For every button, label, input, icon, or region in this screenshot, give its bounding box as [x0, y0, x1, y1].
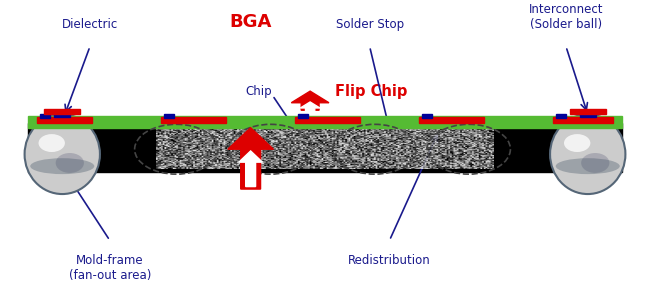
Ellipse shape: [550, 114, 625, 194]
Ellipse shape: [25, 114, 100, 194]
Bar: [44, 109, 80, 113]
Bar: [161, 117, 226, 123]
Bar: [164, 114, 174, 118]
Ellipse shape: [556, 158, 619, 174]
Text: Redistribution: Redistribution: [348, 254, 431, 267]
Text: BGA: BGA: [229, 13, 272, 31]
Bar: [295, 117, 359, 123]
Text: Solder Stop: Solder Stop: [335, 18, 404, 31]
Bar: [553, 117, 612, 123]
Ellipse shape: [581, 153, 610, 173]
Bar: [298, 114, 308, 118]
FancyArrow shape: [291, 91, 329, 110]
Text: Flip Chip: Flip Chip: [335, 84, 408, 99]
Text: Dielectric: Dielectric: [62, 18, 118, 31]
Bar: [556, 114, 566, 118]
Bar: [27, 116, 623, 128]
Bar: [580, 113, 595, 117]
Bar: [422, 114, 432, 118]
Ellipse shape: [564, 134, 590, 152]
Bar: [55, 113, 70, 117]
Ellipse shape: [31, 158, 94, 174]
Bar: [419, 117, 484, 123]
FancyArrow shape: [300, 102, 320, 112]
Text: Chip: Chip: [246, 85, 272, 98]
Ellipse shape: [38, 134, 65, 152]
Bar: [40, 114, 50, 118]
Text: Mold-frame
(fan-out area): Mold-frame (fan-out area): [69, 254, 151, 282]
Ellipse shape: [56, 153, 84, 173]
Bar: [38, 117, 92, 123]
Bar: [570, 109, 606, 113]
FancyArrow shape: [239, 151, 263, 187]
Bar: [27, 123, 623, 172]
FancyArrow shape: [228, 128, 274, 189]
Text: Interconnect
(Solder ball): Interconnect (Solder ball): [528, 3, 603, 31]
